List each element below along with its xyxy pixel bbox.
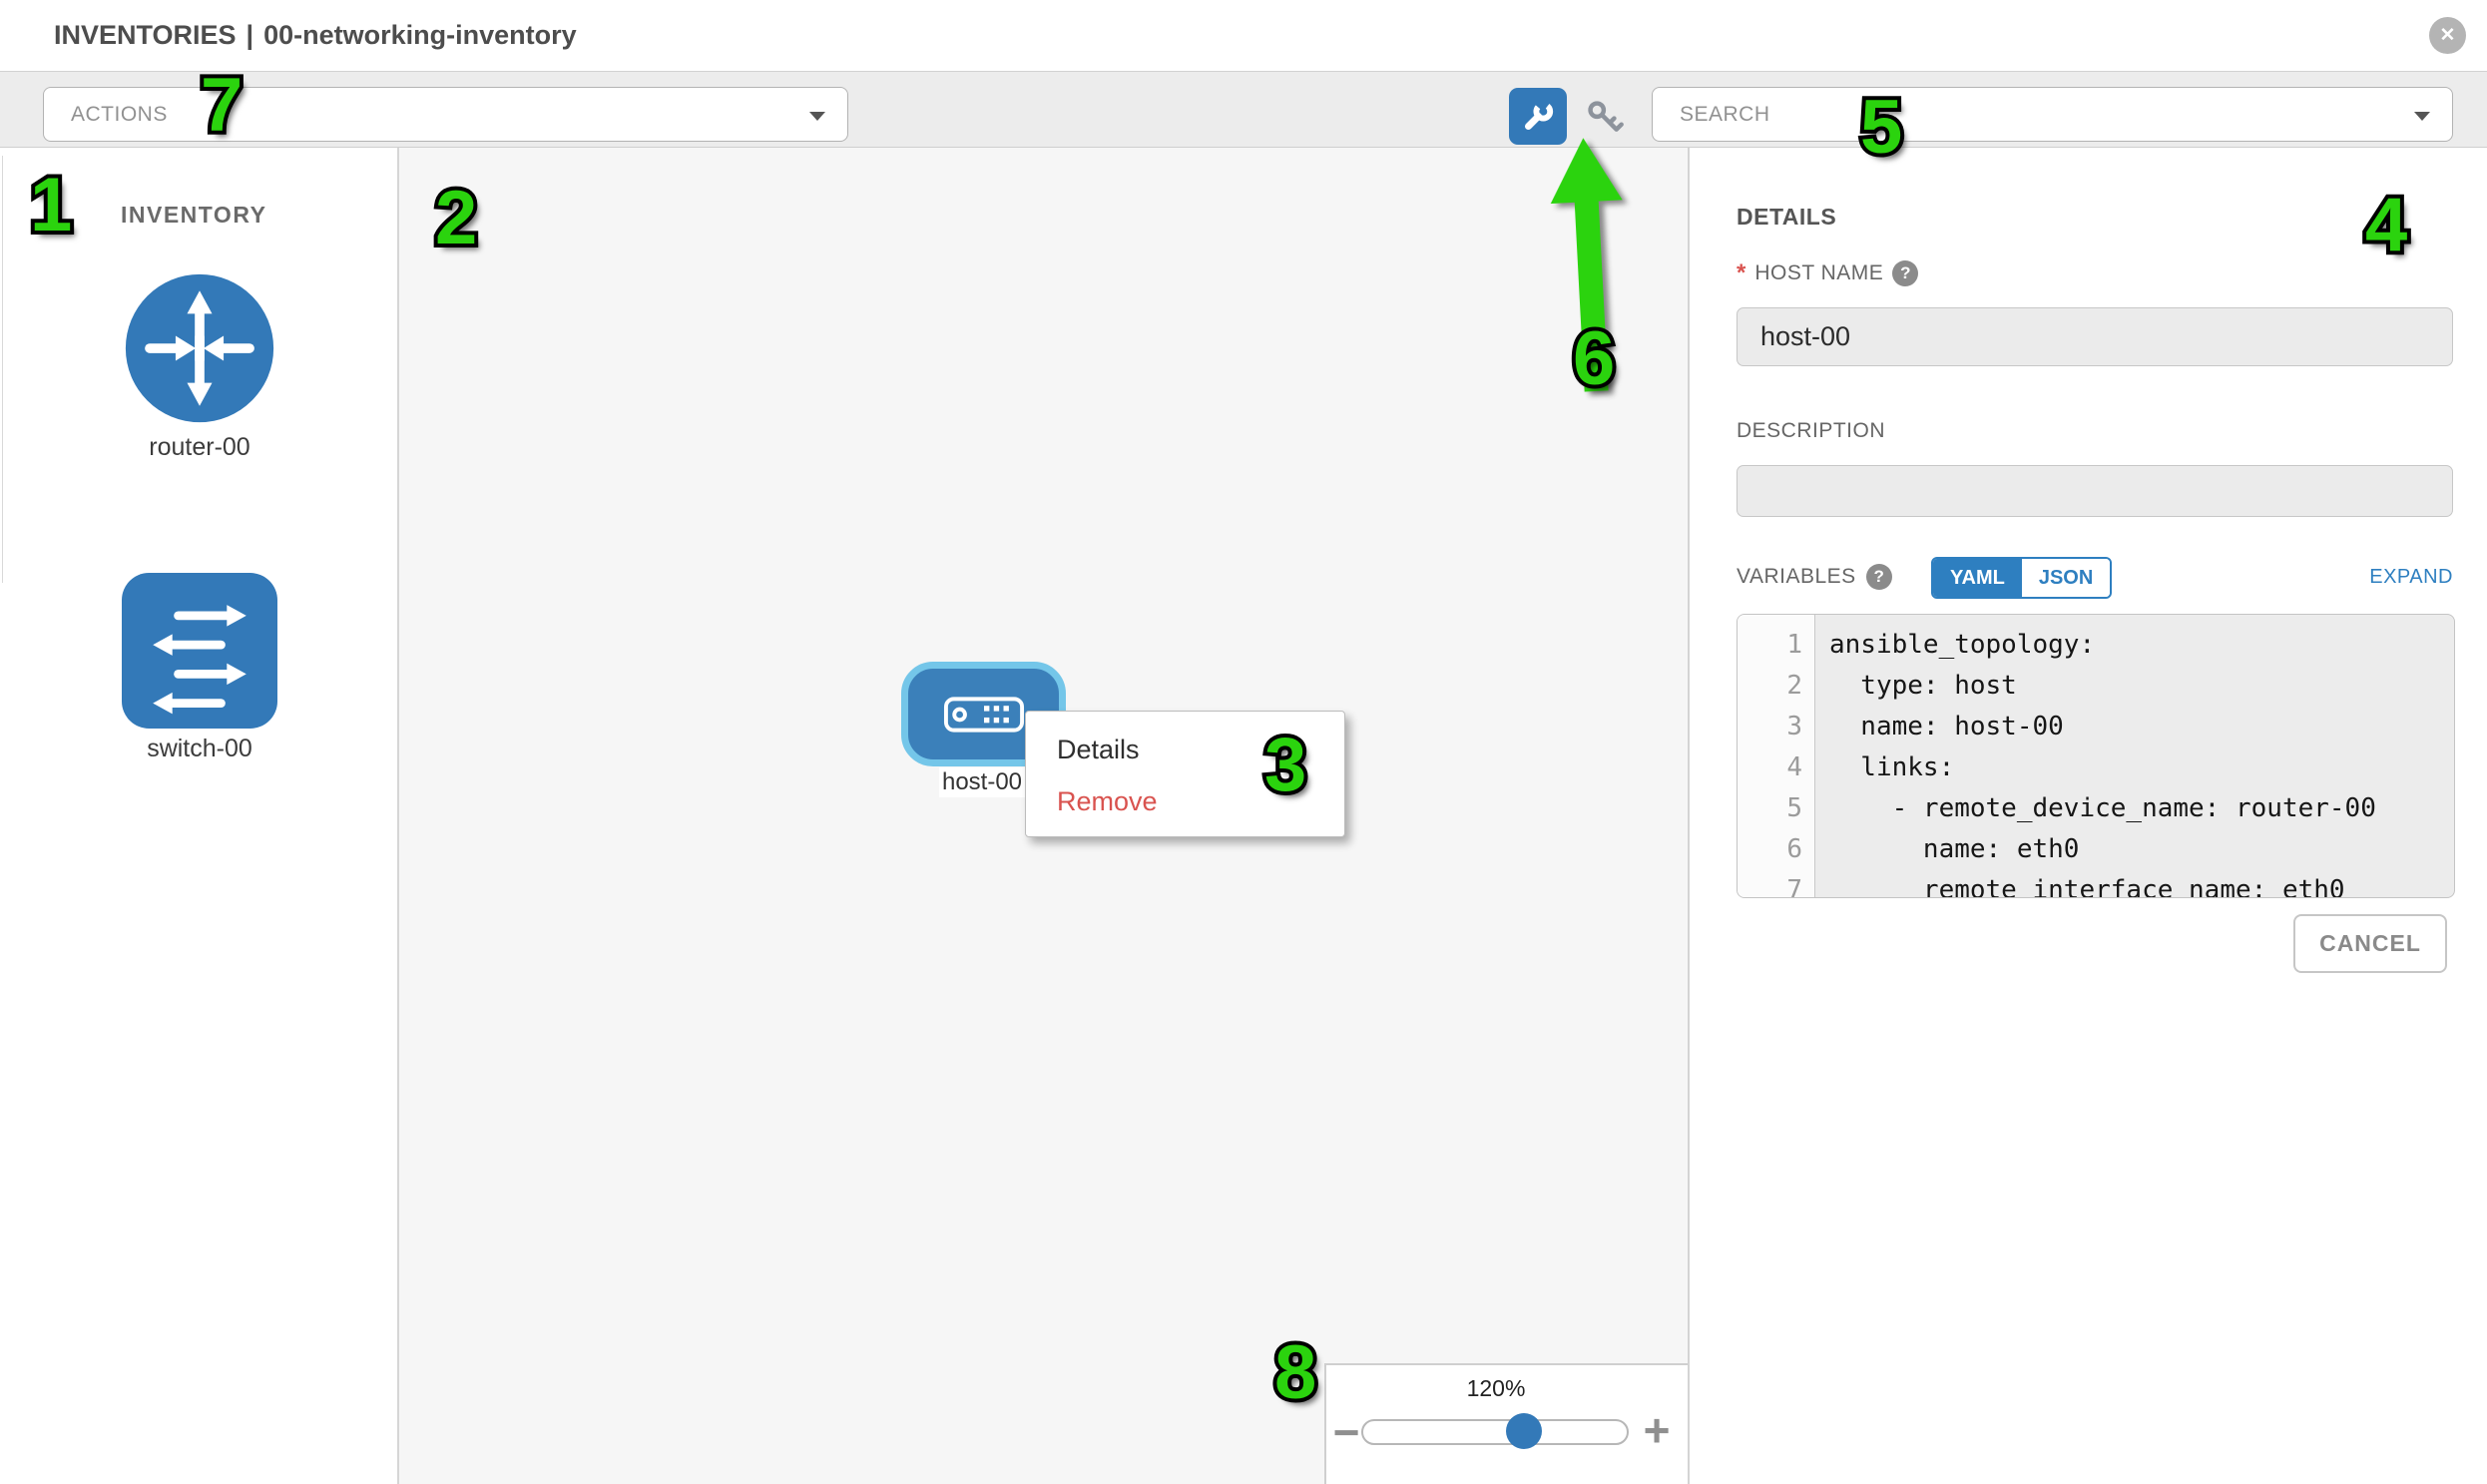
toolbar: ACTIONS SEARCH (0, 72, 2487, 148)
search-dropdown[interactable]: SEARCH (1652, 87, 2453, 142)
code-line: name: eth0 (1829, 834, 2080, 864)
help-icon[interactable]: ? (1892, 260, 1919, 286)
zoom-slider-thumb[interactable] (1506, 1413, 1542, 1449)
code-line: ansible_topology: (1829, 630, 2096, 660)
json-toggle-button[interactable]: JSON (2021, 559, 2111, 597)
palette-label-switch: switch-00 (147, 735, 252, 762)
topology-canvas[interactable]: host-00 Details Remove 120% − + (399, 148, 1690, 1484)
chevron-down-icon (809, 112, 825, 121)
actions-dropdown-placeholder: ACTIONS (71, 103, 168, 126)
router-icon (123, 271, 276, 425)
tools-button[interactable] (1509, 88, 1567, 145)
code-line: - remote_device_name: router-00 (1829, 793, 2376, 823)
actions-dropdown[interactable]: ACTIONS (43, 87, 848, 142)
zoom-level-value: 120% (1466, 1375, 1526, 1401)
expand-link[interactable]: EXPAND (2369, 566, 2453, 588)
code-line: name: host-00 (1829, 712, 2064, 742)
variables-editor[interactable]: 1 2 3 4 5 6 7 ansible_topology: type: host nam… (1737, 614, 2455, 898)
description-label-row: DESCRIPTION (1737, 419, 1885, 443)
description-label: DESCRIPTION (1737, 419, 1886, 442)
close-button[interactable]: ✕ (2429, 17, 2466, 54)
host-name-label-row: * HOST NAME ? (1737, 259, 1919, 287)
code-line-number: 6 (1786, 834, 1802, 864)
host-node-label: host-00 (939, 767, 1025, 797)
code-line: remote_interface_name: eth0 (1829, 875, 2345, 898)
variables-format-toggle: YAML JSON (1931, 557, 2113, 599)
wrench-icon (1521, 100, 1555, 134)
chevron-down-icon (2414, 112, 2430, 121)
header: INVENTORIES | 00-networking-inventory ✕ (0, 0, 2487, 72)
zoom-slider-track[interactable] (1361, 1413, 1629, 1449)
host-name-input[interactable]: host-00 (1737, 307, 2453, 366)
code-line-number: 2 (1786, 671, 1802, 701)
code-line-number: 5 (1786, 793, 1802, 823)
help-icon[interactable]: ? (1865, 564, 1892, 590)
code-line: type: host (1829, 671, 2017, 701)
code-line-number: 4 (1786, 752, 1802, 782)
code-line-number: 3 (1786, 712, 1802, 742)
code-line-number: 7 (1786, 875, 1802, 898)
key-button[interactable] (1583, 96, 1627, 140)
host-name-label: HOST NAME (1754, 261, 1884, 284)
breadcrumb-inventory-name: 00-networking-inventory (263, 20, 577, 50)
inventory-palette: INVENTORY (0, 148, 399, 1484)
palette-item-router[interactable] (123, 271, 276, 425)
context-menu-item-remove[interactable]: Remove (1057, 786, 1158, 816)
editor-code-column: ansible_topology: type: host name: host-… (1815, 615, 2454, 897)
main-area: INVENTORY (0, 148, 2487, 1484)
page-title: INVENTORIES | 00-networking-inventory (54, 0, 577, 71)
description-input[interactable] (1737, 465, 2453, 517)
node-context-menu: Details Remove (1025, 711, 1345, 837)
inventory-heading: INVENTORY (121, 202, 267, 228)
cancel-button[interactable]: CANCEL (2293, 914, 2447, 973)
search-placeholder: SEARCH (1680, 103, 1770, 126)
required-marker: * (1737, 259, 1746, 286)
palette-label-router: router-00 (149, 433, 250, 461)
details-heading: DETAILS (1737, 204, 1837, 230)
editor-line-number-gutter: 1 2 3 4 5 6 7 (1738, 615, 1815, 897)
zoom-out-button[interactable]: − (1332, 1406, 1360, 1458)
variables-row: VARIABLES ? YAML JSON EXPAND (1737, 557, 2453, 601)
close-icon: ✕ (2439, 25, 2456, 46)
breadcrumb-section: INVENTORIES (54, 20, 237, 50)
switch-icon (122, 573, 277, 729)
variables-label: VARIABLES (1737, 565, 1856, 588)
palette-item-switch[interactable] (122, 573, 277, 729)
breadcrumb-separator: | (246, 20, 254, 50)
code-line: links: (1829, 752, 1955, 782)
code-line-number: 1 (1786, 630, 1802, 660)
key-icon (1585, 98, 1625, 138)
palette-edge-divider (2, 156, 3, 583)
yaml-toggle-button[interactable]: YAML (1933, 559, 2022, 597)
zoom-in-button[interactable]: + (1643, 1404, 1671, 1456)
zoom-control-panel: 120% − + (1324, 1363, 1688, 1484)
server-icon (943, 695, 1025, 735)
context-menu-item-details[interactable]: Details (1057, 735, 1140, 764)
details-panel: DETAILS * HOST NAME ? host-00 DESCRIPTIO… (1692, 148, 2487, 1484)
